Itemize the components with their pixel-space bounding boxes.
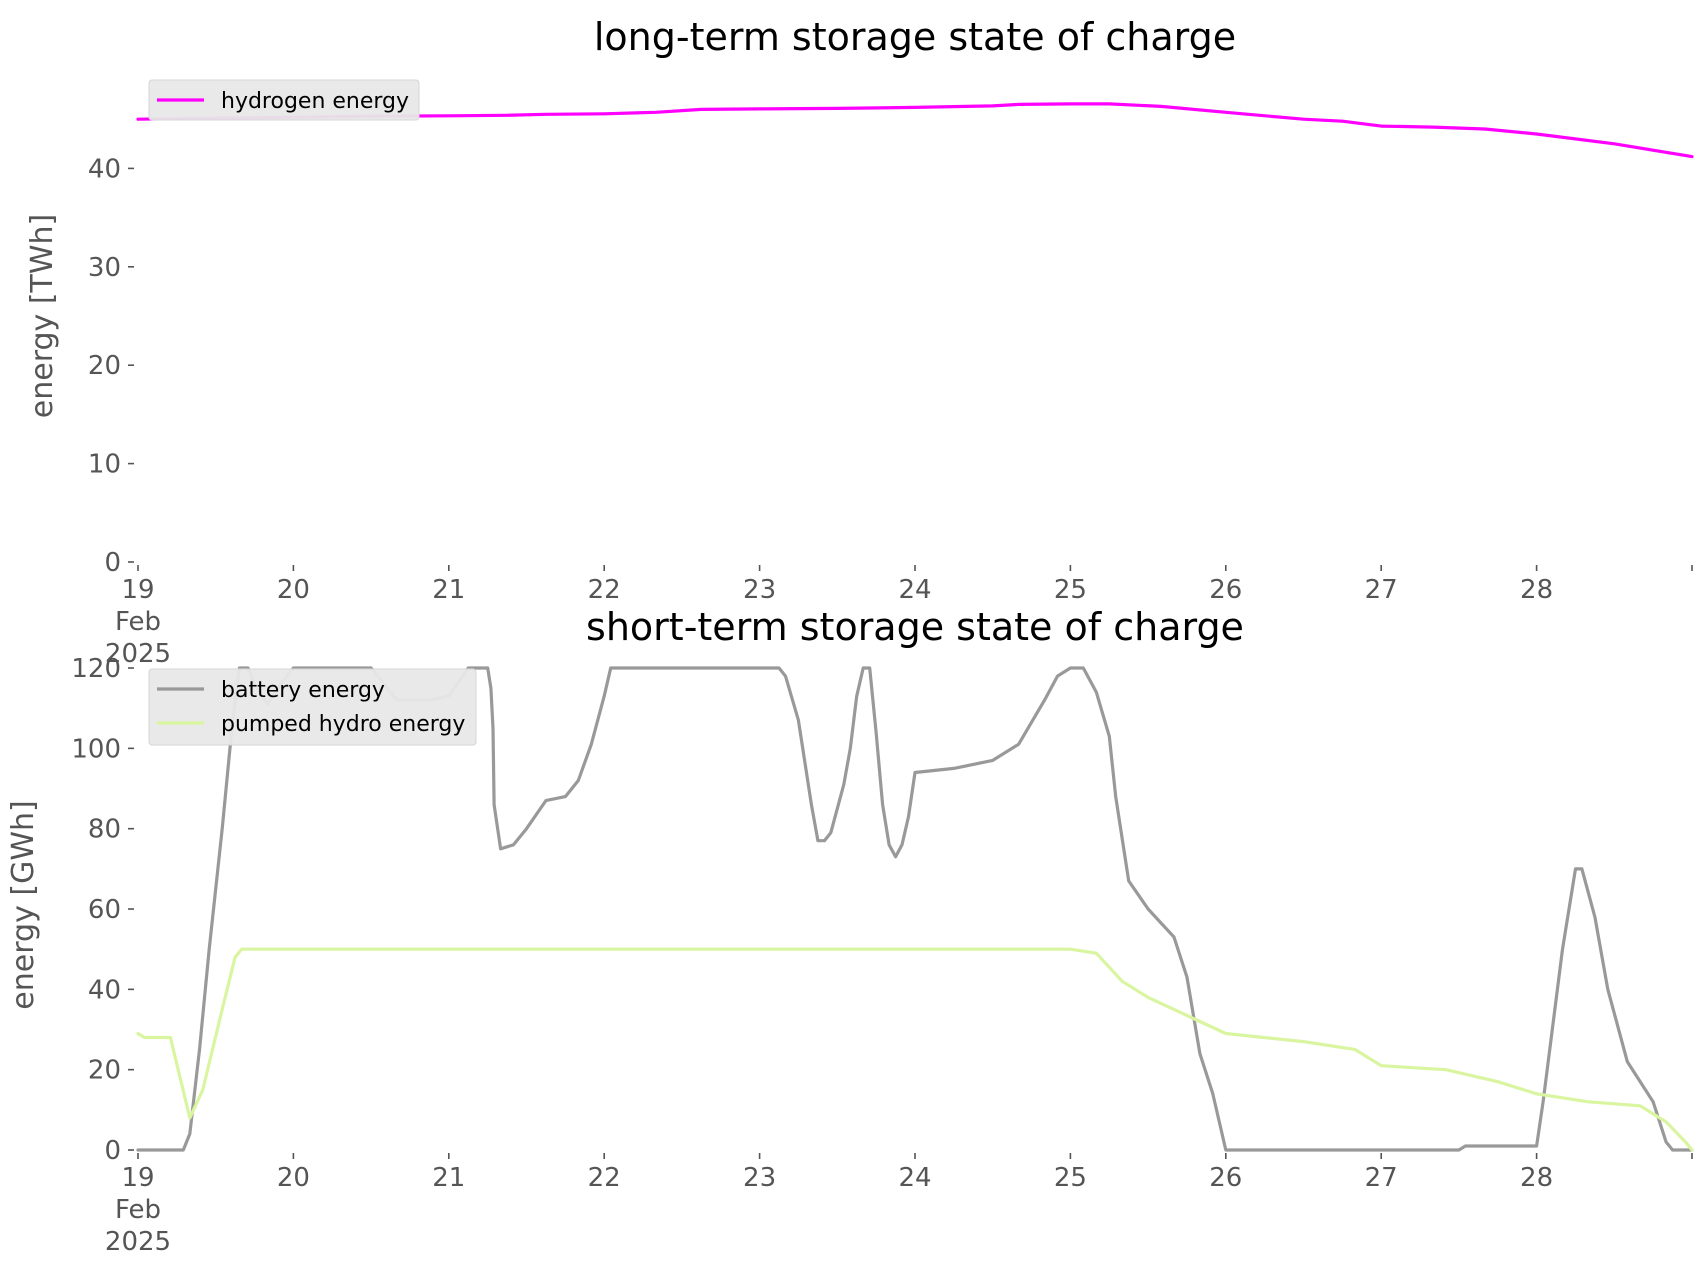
y-tick-label: 10: [88, 450, 121, 480]
legend-label: hydrogen energy: [221, 89, 409, 114]
x-tick-label: 19 Feb 2025: [105, 1163, 171, 1257]
x-tick-label: 27: [1365, 575, 1398, 605]
y-tick-label: 120: [71, 654, 121, 684]
short-term-storage-panel: short-term storage state of charge energy…: [6, 605, 1694, 1257]
x-tick-label: 23: [743, 1163, 776, 1193]
x-tick-label: 22: [588, 575, 621, 605]
pumped-hydro-energy-line: [136, 947, 1694, 1152]
chart-title: long-term storage state of charge: [594, 15, 1236, 59]
x-tick-label: 26: [1209, 575, 1242, 605]
x-tick-label: 24: [898, 575, 931, 605]
x-tick-label: 23: [743, 575, 776, 605]
y-tick-label: 0: [104, 1136, 121, 1166]
x-tick-label: 25: [1054, 575, 1087, 605]
y-tick-label: 80: [88, 815, 121, 845]
legend: battery energy pumped hydro energy: [148, 668, 477, 746]
x-tick-label: 28: [1520, 1163, 1553, 1193]
y-tick-label: 0: [104, 548, 121, 578]
legend-box: [148, 668, 477, 746]
y-tick-label: 40: [88, 975, 121, 1005]
y-axis-label: energy [TWh]: [25, 214, 60, 418]
x-tick-label: 27: [1365, 1163, 1398, 1193]
legend-label: battery energy: [221, 678, 385, 703]
y-tick-label: 60: [88, 895, 121, 925]
legend: hydrogen energy: [148, 79, 420, 121]
y-tick-label: 40: [88, 154, 121, 184]
x-tick-label: 24: [898, 1163, 931, 1193]
y-axis-label: energy [GWh]: [6, 800, 41, 1009]
x-tick-label: 19 Feb 2025: [105, 575, 171, 669]
legend-box: [148, 79, 420, 121]
legend-label: pumped hydro energy: [221, 712, 465, 737]
x-tick-label: 25: [1054, 1163, 1087, 1193]
x-tick-label: 26: [1209, 1163, 1242, 1193]
x-tick-label: 21: [432, 575, 465, 605]
y-tick-label: 20: [88, 351, 121, 381]
y-tick-label: 30: [88, 253, 121, 283]
y-tick-label: 20: [88, 1056, 121, 1086]
y-tick-label: 100: [71, 734, 121, 764]
x-tick-label: 22: [588, 1163, 621, 1193]
x-tick-label: 20: [277, 575, 310, 605]
x-tick-label: 21: [432, 1163, 465, 1193]
x-tick-label: 28: [1520, 575, 1553, 605]
long-term-storage-panel: long-term storage state of charge energy …: [25, 15, 1694, 669]
chart-title: short-term storage state of charge: [586, 605, 1244, 649]
hydrogen-energy-line: [136, 102, 1694, 159]
x-tick-label: 20: [277, 1163, 310, 1193]
